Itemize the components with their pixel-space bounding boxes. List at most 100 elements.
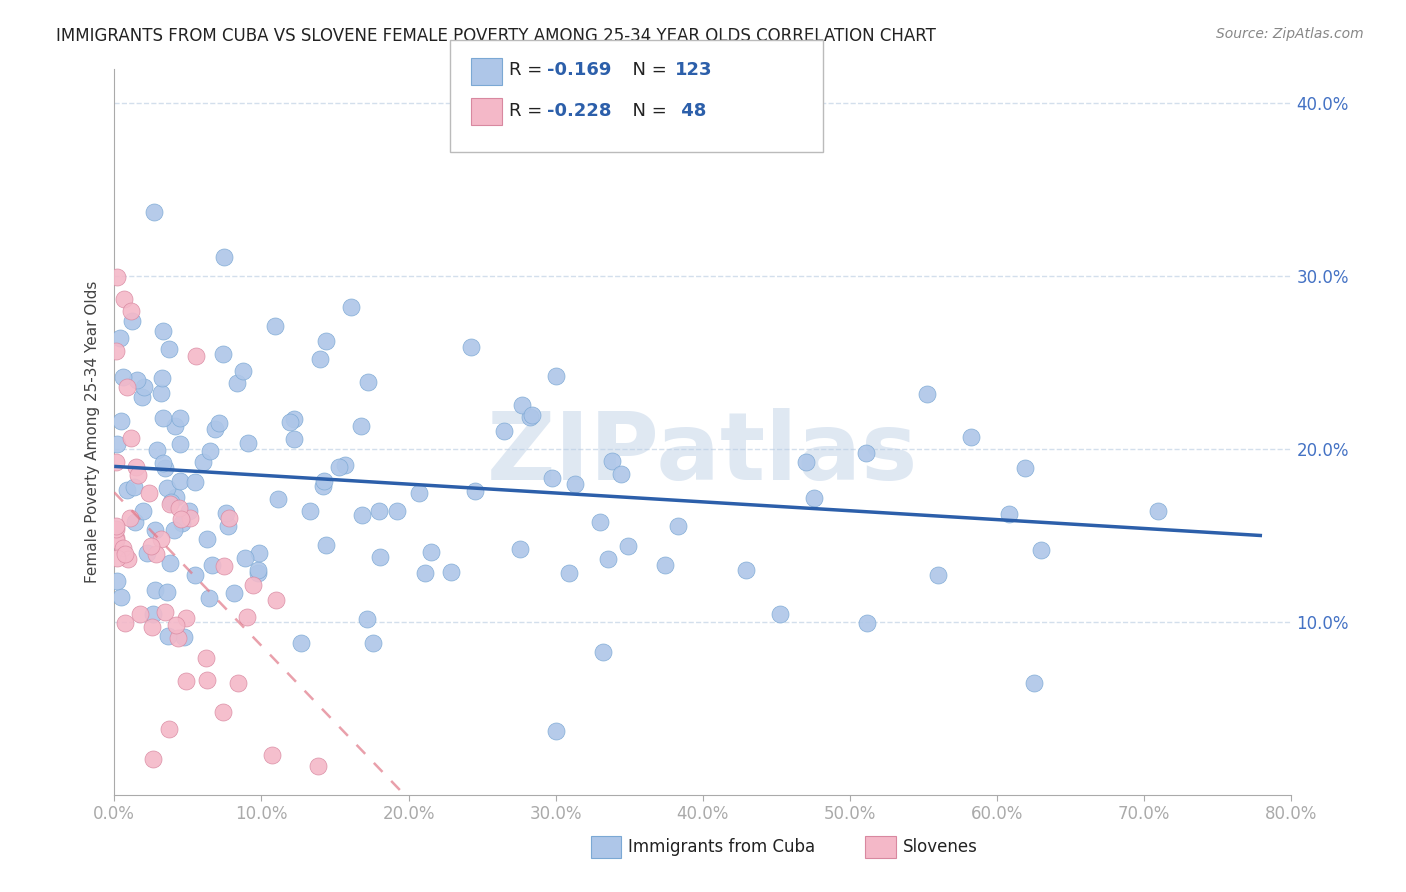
Point (247, 546, 270, 560)
Point (179, 511, 201, 525)
Point (1022, 676, 1045, 690)
Text: -0.169: -0.169 (547, 61, 612, 78)
Point (232, 364, 254, 378)
Point (308, 351, 330, 366)
Point (167, 632, 190, 646)
Text: 48: 48 (675, 102, 706, 120)
Point (290, 635, 312, 649)
Point (666, 518, 689, 533)
Point (145, 442, 167, 457)
Point (184, 568, 207, 582)
Point (236, 435, 259, 450)
Point (734, 563, 756, 577)
Point (314, 474, 336, 488)
Point (803, 491, 825, 506)
Point (142, 607, 165, 621)
Point (191, 455, 214, 469)
Point (509, 542, 531, 557)
Point (263, 319, 285, 334)
Point (121, 314, 143, 328)
Point (225, 376, 247, 391)
Point (1014, 461, 1036, 475)
Point (142, 752, 165, 766)
Text: R =: R = (509, 61, 548, 78)
Point (440, 565, 463, 579)
Point (139, 539, 162, 553)
Point (522, 408, 544, 422)
Point (352, 508, 374, 522)
Point (589, 515, 612, 529)
Point (315, 334, 337, 348)
Point (262, 748, 284, 763)
Point (212, 706, 235, 720)
Point (201, 558, 224, 572)
Point (105, 574, 128, 589)
Point (212, 347, 235, 361)
Text: Source: ZipAtlas.com: Source: ZipAtlas.com (1216, 27, 1364, 41)
Point (1147, 504, 1170, 518)
Point (592, 644, 614, 658)
Point (136, 546, 159, 560)
Point (141, 620, 163, 634)
Point (174, 611, 197, 625)
Point (157, 629, 180, 643)
Point (125, 459, 148, 474)
Point (264, 592, 287, 607)
Point (152, 324, 174, 338)
Point (134, 380, 156, 394)
Point (617, 539, 640, 553)
Point (145, 548, 167, 562)
Point (124, 480, 146, 494)
Point (169, 501, 191, 516)
Point (104, 519, 127, 533)
Point (110, 590, 132, 604)
Point (110, 414, 132, 428)
Point (596, 552, 619, 566)
Point (112, 292, 135, 306)
Point (235, 609, 257, 624)
Point (387, 504, 409, 518)
Point (339, 300, 361, 314)
Point (156, 482, 179, 496)
Point (204, 422, 226, 436)
Point (215, 506, 238, 520)
Point (564, 477, 586, 491)
Point (1031, 543, 1053, 558)
Text: IMMIGRANTS FROM CUBA VS SLOVENE FEMALE POVERTY AMONG 25-34 YEAR OLDS CORRELATION: IMMIGRANTS FROM CUBA VS SLOVENE FEMALE P… (56, 27, 936, 45)
Point (609, 467, 631, 482)
Point (368, 549, 391, 564)
Point (460, 340, 482, 354)
Point (312, 479, 335, 493)
Point (169, 410, 191, 425)
Point (184, 475, 207, 489)
Point (408, 486, 430, 500)
Point (104, 531, 127, 545)
Point (173, 631, 195, 645)
Point (165, 419, 187, 434)
Point (153, 460, 176, 475)
Point (246, 566, 269, 581)
Point (104, 343, 127, 358)
Point (143, 524, 166, 538)
Point (307, 759, 329, 773)
Point (794, 455, 817, 469)
Point (361, 636, 384, 650)
Point (153, 605, 176, 619)
Point (170, 512, 193, 526)
Point (420, 545, 443, 559)
Point (997, 507, 1019, 521)
Point (120, 304, 142, 318)
Point (333, 458, 356, 473)
Point (105, 533, 128, 547)
Point (267, 491, 290, 506)
Y-axis label: Female Poverty Among 25-34 Year Olds: Female Poverty Among 25-34 Year Olds (86, 281, 100, 583)
Point (105, 551, 128, 566)
Point (124, 515, 146, 529)
Text: N =: N = (621, 102, 673, 120)
Point (143, 205, 166, 219)
Point (315, 538, 337, 552)
Point (212, 558, 235, 573)
Point (541, 471, 564, 485)
Point (855, 446, 877, 460)
Point (127, 374, 149, 388)
